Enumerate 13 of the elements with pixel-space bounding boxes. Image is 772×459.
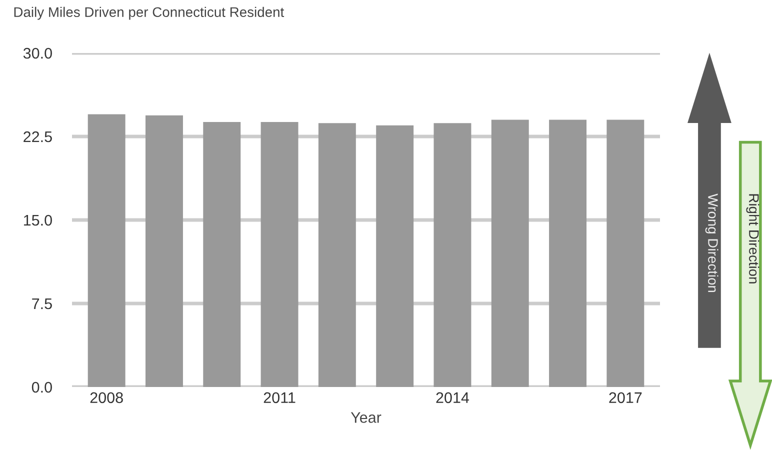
y-tick-label: 22.5 — [24, 131, 52, 142]
text: Right Direction — [746, 194, 760, 284]
chart-title: Daily Miles Driven per Connecticut Resident — [14, 6, 284, 20]
y-tick-label: 30.0 — [23, 48, 52, 59]
y-tick-label: 15.0 — [24, 214, 52, 226]
x-tick-label: 2011 — [264, 392, 296, 404]
x-tick-label: 2008 — [90, 392, 123, 404]
text: Wrong Direction — [705, 194, 718, 292]
y-tick-label: 7.5 — [32, 298, 52, 310]
y-tick-label: 0.0 — [32, 382, 52, 393]
x-tick-label: 2017 — [609, 392, 642, 404]
x-axis-title: Year — [350, 412, 382, 423]
x-tick-label: 2014 — [436, 392, 470, 404]
